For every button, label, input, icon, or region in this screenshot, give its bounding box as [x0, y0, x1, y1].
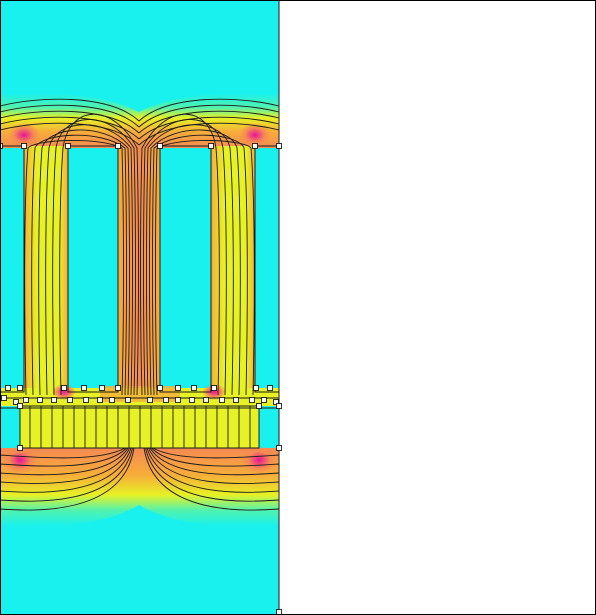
- peak-spot: [8, 123, 40, 147]
- node-marker: [17, 445, 23, 451]
- slot-far-left: [0, 148, 24, 388]
- flux-line: [0, 447, 126, 459]
- node-marker: [189, 397, 195, 403]
- flux-line: [138, 116, 280, 140]
- node-marker: [115, 385, 121, 391]
- flux-line: [52, 119, 136, 396]
- node-marker: [233, 397, 239, 403]
- flux-line: [138, 122, 280, 146]
- node-marker: [99, 385, 105, 391]
- node-marker: [51, 397, 57, 403]
- node-marker: [61, 385, 67, 391]
- flux-line: [148, 447, 280, 484]
- node-marker: [21, 143, 27, 149]
- flux-line: [149, 129, 241, 396]
- node-marker: [17, 403, 23, 409]
- node-marker: [1, 395, 7, 401]
- node-marker: [83, 397, 89, 403]
- node-marker: [65, 143, 71, 149]
- node-marker: [211, 385, 217, 391]
- flux-line: [145, 447, 280, 502]
- node-marker: [163, 397, 169, 403]
- node-marker: [175, 397, 181, 403]
- flux-line: [138, 110, 280, 134]
- flux-lines: [0, 98, 280, 511]
- node-marker: [273, 399, 279, 405]
- flux-line: [0, 447, 129, 476]
- node-marker: [267, 385, 273, 391]
- flux-line: [146, 447, 280, 493]
- node-marker: [261, 397, 267, 403]
- node-marker: [13, 399, 19, 405]
- node-marker: [253, 385, 259, 391]
- peak-spot: [241, 446, 277, 474]
- node-marker: [147, 397, 153, 403]
- node-marker: [191, 385, 197, 391]
- node-marker: [5, 385, 11, 391]
- slot-far-right: [255, 148, 279, 388]
- node-marker: [23, 397, 29, 403]
- node-marker: [17, 385, 23, 391]
- flux-line: [138, 98, 280, 122]
- node-marker: [203, 397, 209, 403]
- flux-line: [152, 447, 280, 459]
- flux-line: [0, 116, 140, 140]
- node-marker: [276, 143, 282, 149]
- node-marker: [97, 397, 103, 403]
- flux-line: [0, 447, 135, 511]
- node-marker: [81, 385, 87, 391]
- node-markers: [0, 143, 282, 615]
- node-marker: [115, 143, 121, 149]
- flux-line: [0, 104, 140, 128]
- node-marker: [276, 445, 282, 451]
- armature-block: [19, 405, 260, 449]
- peak-spot: [239, 123, 271, 147]
- flux-line: [0, 122, 140, 146]
- flux-line: [152, 134, 248, 396]
- peak-spot: [52, 384, 76, 400]
- node-marker: [276, 403, 282, 409]
- node-marker: [256, 403, 262, 409]
- flux-line: [143, 119, 227, 396]
- flux-line: [0, 447, 133, 502]
- flux-line: [149, 447, 280, 476]
- flux-line: [0, 447, 132, 493]
- flux-line: [24, 139, 124, 396]
- slot-right: [160, 148, 211, 388]
- flux-line: [0, 98, 140, 122]
- node-marker: [125, 397, 131, 403]
- peak-spot: [2, 446, 38, 474]
- node-marker: [208, 143, 214, 149]
- flux-line: [143, 447, 280, 511]
- node-marker: [175, 385, 181, 391]
- flux-line: [59, 113, 139, 396]
- flux-line: [138, 104, 280, 128]
- flux-line: [38, 129, 130, 396]
- slot-left: [68, 148, 118, 388]
- flux-line: [151, 447, 280, 467]
- node-marker: [219, 397, 225, 403]
- flux-line: [140, 113, 220, 396]
- node-marker: [252, 143, 258, 149]
- flux-line: [31, 134, 127, 396]
- lower-yoke: [0, 448, 279, 527]
- node-marker: [157, 385, 163, 391]
- node-marker: [249, 397, 255, 403]
- geometry-outline: [0, 0, 280, 615]
- node-marker: [157, 143, 163, 149]
- flux-line: [155, 139, 255, 396]
- peak-spot: [202, 384, 226, 400]
- node-marker: [67, 397, 73, 403]
- node-marker: [109, 397, 115, 403]
- flux-line: [0, 447, 127, 467]
- node-marker: [37, 397, 43, 403]
- flux-line: [0, 110, 140, 134]
- flux-line: [0, 447, 130, 484]
- node-marker: [276, 609, 282, 615]
- node-marker: [0, 143, 3, 149]
